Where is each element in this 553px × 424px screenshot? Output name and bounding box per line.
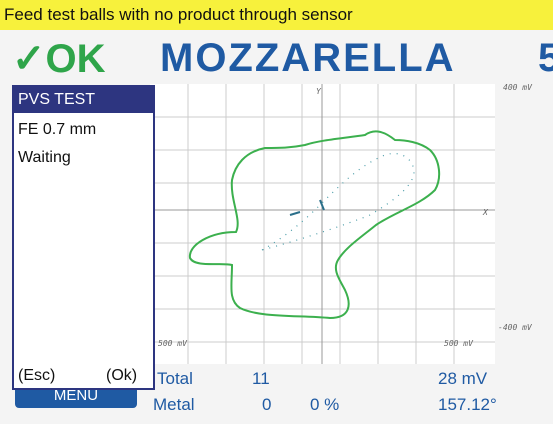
test-panel: PVS TEST FE 0.7 mm Waiting (Esc) (Ok) xyxy=(12,85,155,390)
product-number: 5 xyxy=(538,36,553,80)
status-message: Feed test balls with no product through … xyxy=(0,0,553,30)
signal-envelope xyxy=(188,130,441,320)
x-right-label: 500 mV xyxy=(444,339,474,348)
y-top-label: 400 mV xyxy=(503,83,533,92)
y-axis-label: Y xyxy=(316,87,322,96)
signal-trace xyxy=(261,152,415,251)
metal-phase: 157.12° xyxy=(438,395,497,414)
metal-label: Metal xyxy=(153,395,195,414)
panel-title: PVS TEST xyxy=(14,87,153,113)
y-bottom-label: -400 mV xyxy=(498,323,533,332)
status-ok: ✓OK xyxy=(12,37,106,81)
x-axis-label: X xyxy=(482,208,489,217)
metal-count: 0 xyxy=(262,395,272,414)
total-count: 11 xyxy=(252,369,270,388)
product-name: MOZZARELLA xyxy=(160,36,456,80)
x-left-label: 500 mV xyxy=(158,339,188,348)
signal-point xyxy=(289,199,325,216)
esc-key[interactable]: (Esc) xyxy=(18,367,56,384)
panel-line: Waiting xyxy=(18,149,71,166)
metal-percent: 0 % xyxy=(310,395,340,414)
panel-line: FE 0.7 mm xyxy=(18,121,97,138)
ok-key[interactable]: (Ok) xyxy=(106,367,138,384)
total-signal: 28 mV xyxy=(438,369,488,388)
total-label: Total xyxy=(157,369,193,388)
